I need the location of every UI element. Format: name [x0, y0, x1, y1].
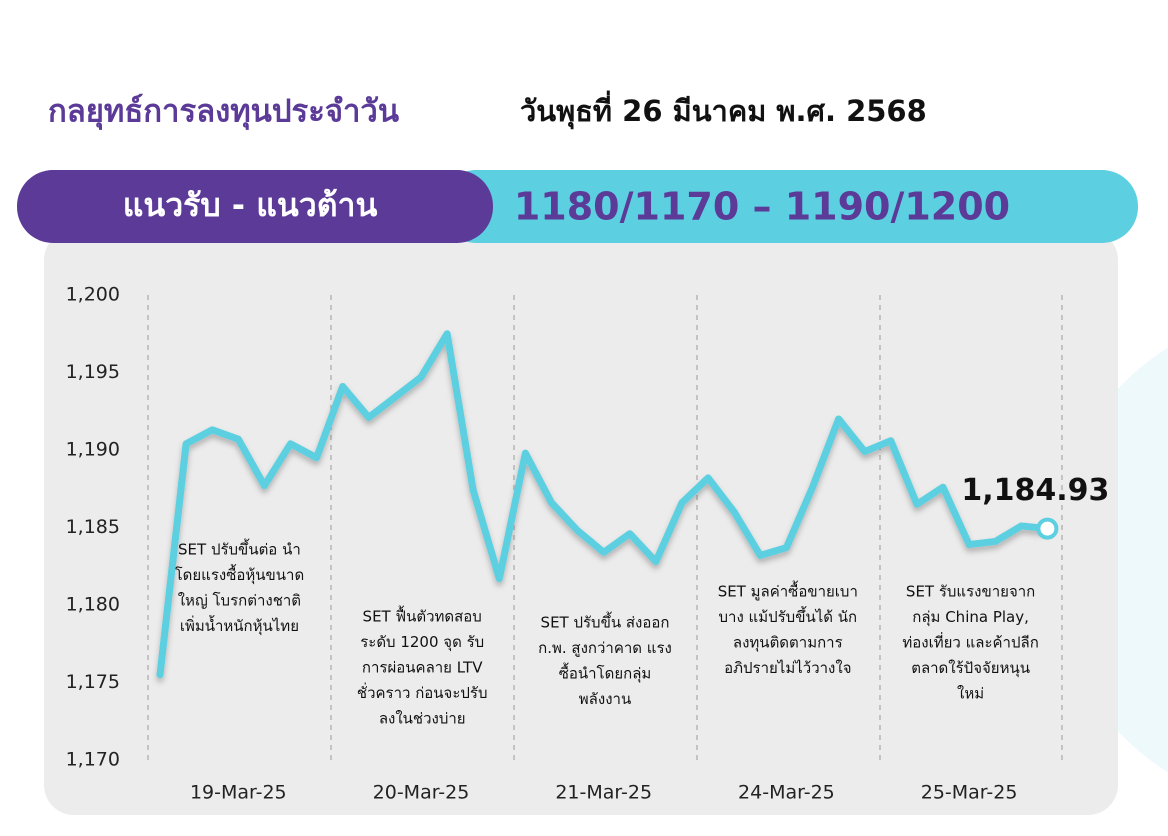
annotation: ซื้อนำโดยกลุ่ม — [559, 663, 652, 684]
banner-label: แนวรับ - แนวต้าน — [123, 186, 378, 224]
annotation: ใหม่ — [957, 685, 984, 703]
title: กลยุทธ์การลงทุนประจำวัน — [48, 94, 399, 131]
chart-panel — [44, 230, 1118, 815]
annotation: ระดับ 1200 จุด รับ — [360, 633, 484, 652]
date: วันพุธที่ 26 มีนาคม พ.ศ. 2568 — [520, 90, 927, 129]
line — [156, 330, 1051, 679]
annotation: โดยแรงซื้อหุ้นขนาด — [175, 564, 305, 585]
annotation: SET ฟื้นตัวทดสอบ — [363, 606, 482, 626]
annotation: กลุ่ม China Play, — [912, 608, 1029, 627]
y-tick-label: 1,190 — [66, 439, 120, 461]
x-tick-label: 19-Mar-25 — [190, 782, 287, 804]
annotation: ใหญ่ โบรกต่างชาติ — [178, 592, 301, 610]
annotation: SET มูลค่าซื้อขายเบา — [718, 581, 858, 601]
annotation: ก.พ. สูงกว่าคาด แรง — [538, 639, 672, 657]
day-dividers — [147, 295, 1063, 760]
banner-label-bg — [17, 170, 493, 243]
y-tick-label: 1,200 — [66, 284, 120, 306]
banner-value: 1180/1170 – 1190/1200 — [514, 185, 1010, 229]
x-tick-label: 25-Mar-25 — [921, 782, 1018, 804]
end-point — [1036, 517, 1059, 540]
x-tick-label: 24-Mar-25 — [738, 782, 835, 804]
annotation: ลงในช่วงบ่าย — [379, 710, 466, 728]
annotation: บาง แม้ปรับขึ้นได้ นัก — [719, 606, 858, 626]
value-label: 1,184.93 — [961, 473, 1109, 508]
annotation: SET ปรับขึ้น ส่งออก — [541, 612, 670, 632]
annotation: อภิปรายไม่ไว้วางใจ — [724, 659, 851, 677]
banner-value-bg — [440, 170, 1138, 243]
y-tick-label: 1,170 — [66, 749, 120, 771]
x-tick-label: 21-Mar-25 — [555, 782, 652, 804]
annotation: ตลาดใร้ปัจจัยหนุน — [911, 659, 1030, 678]
y-tick-label: 1,185 — [66, 516, 120, 538]
annotation: ชั่วคราว ก่อนจะปรับ — [357, 682, 488, 702]
x-tick-label: 20-Mar-25 — [373, 782, 470, 804]
y-tick-label: 1,195 — [66, 361, 120, 383]
annotation: ลงทุนติดตามการ — [733, 634, 843, 653]
annotation: SET ปรับขึ้นต่อ นำ — [178, 539, 301, 559]
y-tick-label: 1,180 — [66, 594, 120, 616]
annotation: SET รับแรงขายจาก — [906, 583, 1035, 601]
annotation: การผ่อนคลาย LTV — [362, 659, 483, 677]
y-tick-label: 1,175 — [66, 671, 120, 693]
annotation: พลังงาน — [579, 690, 631, 708]
annotation: ท่องเที่ยว และค้าปลีก — [902, 632, 1038, 652]
annotation: เพิ่มน้ำหนักหุ้นไทย — [180, 615, 299, 636]
